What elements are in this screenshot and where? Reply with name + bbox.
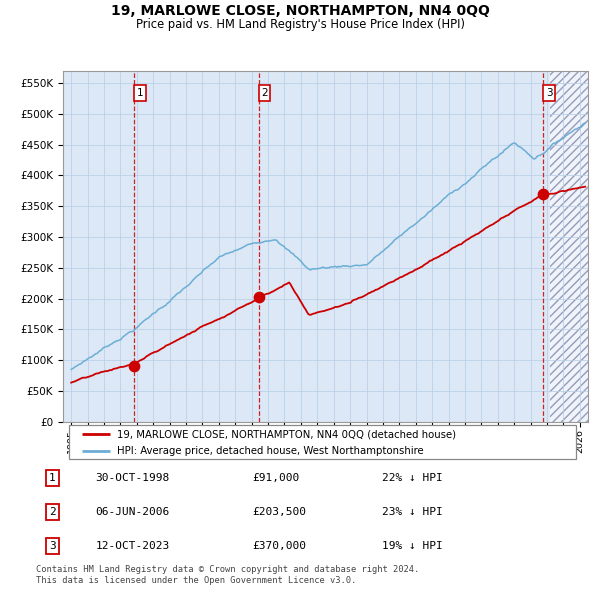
Text: £91,000: £91,000 [252,473,299,483]
Text: 2: 2 [261,88,268,98]
Text: 19, MARLOWE CLOSE, NORTHAMPTON, NN4 0QQ (detached house): 19, MARLOWE CLOSE, NORTHAMPTON, NN4 0QQ … [117,430,456,440]
Text: 19, MARLOWE CLOSE, NORTHAMPTON, NN4 0QQ: 19, MARLOWE CLOSE, NORTHAMPTON, NN4 0QQ [110,4,490,18]
Text: 22% ↓ HPI: 22% ↓ HPI [382,473,442,483]
Text: 2: 2 [49,507,56,517]
Text: 30-OCT-1998: 30-OCT-1998 [95,473,170,483]
Text: 06-JUN-2006: 06-JUN-2006 [95,507,170,517]
Text: 3: 3 [546,88,553,98]
Text: 19% ↓ HPI: 19% ↓ HPI [382,541,442,551]
Text: 3: 3 [49,541,56,551]
Text: Contains HM Land Registry data © Crown copyright and database right 2024.
This d: Contains HM Land Registry data © Crown c… [36,565,419,585]
Text: 1: 1 [137,88,143,98]
Point [254,292,263,301]
Text: 1: 1 [49,473,56,483]
Text: 23% ↓ HPI: 23% ↓ HPI [382,507,442,517]
Text: Price paid vs. HM Land Registry's House Price Index (HPI): Price paid vs. HM Land Registry's House … [136,18,464,31]
Text: £370,000: £370,000 [252,541,306,551]
Point [129,361,139,371]
FancyBboxPatch shape [69,425,576,459]
Text: £203,500: £203,500 [252,507,306,517]
Bar [550,71,588,422]
Point [539,189,548,199]
Bar [550,71,588,422]
Text: HPI: Average price, detached house, West Northamptonshire: HPI: Average price, detached house, West… [117,445,424,455]
Text: 12-OCT-2023: 12-OCT-2023 [95,541,170,551]
